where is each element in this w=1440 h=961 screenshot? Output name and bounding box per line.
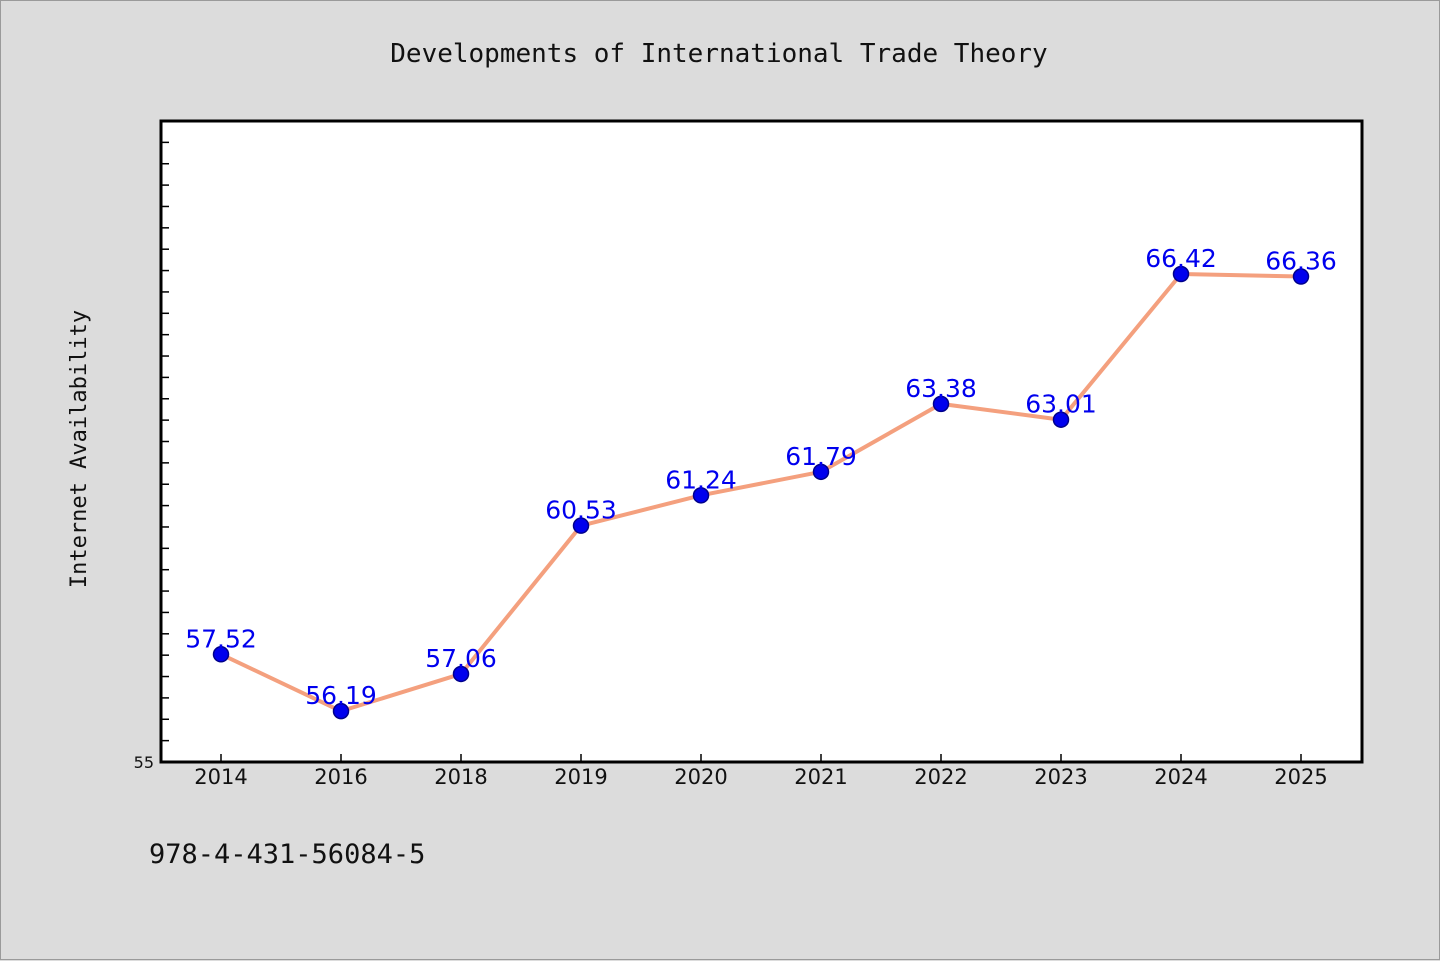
- data-labels: 57.52 56.19 57.06 60.53 61.24 61.79 63.38 63.01…: [185, 244, 1337, 710]
- data-point: [1292, 268, 1310, 285]
- data-point: [452, 665, 470, 683]
- data-label: 56.19: [305, 681, 377, 710]
- x-tick-label: 2014: [194, 765, 247, 789]
- data-label: 66.36: [1265, 247, 1337, 276]
- y-ticks: [161, 141, 169, 742]
- data-point: [1052, 411, 1070, 428]
- data-label: 60.53: [545, 496, 617, 525]
- series-line-group: [220, 271, 1302, 714]
- data-point: [692, 487, 710, 504]
- x-tick-label: 2021: [794, 765, 847, 789]
- data-point: [572, 517, 590, 534]
- data-label: 57.06: [425, 644, 497, 673]
- data-point: [932, 395, 950, 413]
- data-point: [1172, 265, 1190, 283]
- x-tick-label: 2018: [434, 765, 487, 789]
- x-tick-label: 2024: [1154, 765, 1207, 789]
- x-tick-label: 2023: [1034, 765, 1087, 789]
- data-point: [332, 702, 350, 720]
- series-line: [220, 271, 1302, 714]
- footer-code: 978-4-431-56084-5: [149, 839, 425, 870]
- x-tick-label: 2025: [1274, 765, 1327, 789]
- data-point: [212, 646, 230, 663]
- x-tick-label: 2019: [554, 765, 607, 789]
- x-tick-label: 2022: [914, 765, 967, 789]
- data-label: 61.79: [785, 442, 857, 471]
- x-tick-label: 2020: [674, 765, 727, 789]
- data-markers: [212, 265, 1310, 720]
- x-ticks: [220, 754, 1302, 762]
- y-tick-label: 55: [134, 753, 154, 772]
- x-tick-label: 2016: [314, 765, 367, 789]
- plot-area: [159, 119, 1364, 764]
- data-point: [812, 463, 830, 481]
- data-label: 66.42: [1145, 244, 1217, 273]
- data-label: 63.01: [1025, 390, 1097, 419]
- data-label: 57.52: [185, 624, 257, 653]
- data-label: 61.24: [665, 465, 737, 494]
- chart-title: Developments of International Trade Theo…: [390, 39, 1047, 69]
- x-tick-labels: 2014 2016 2018 2019 2020 2021 2022 2023 2024 2025: [194, 765, 1327, 789]
- data-label: 63.38: [905, 374, 977, 403]
- y-axis-label: Internet Availability: [67, 310, 92, 588]
